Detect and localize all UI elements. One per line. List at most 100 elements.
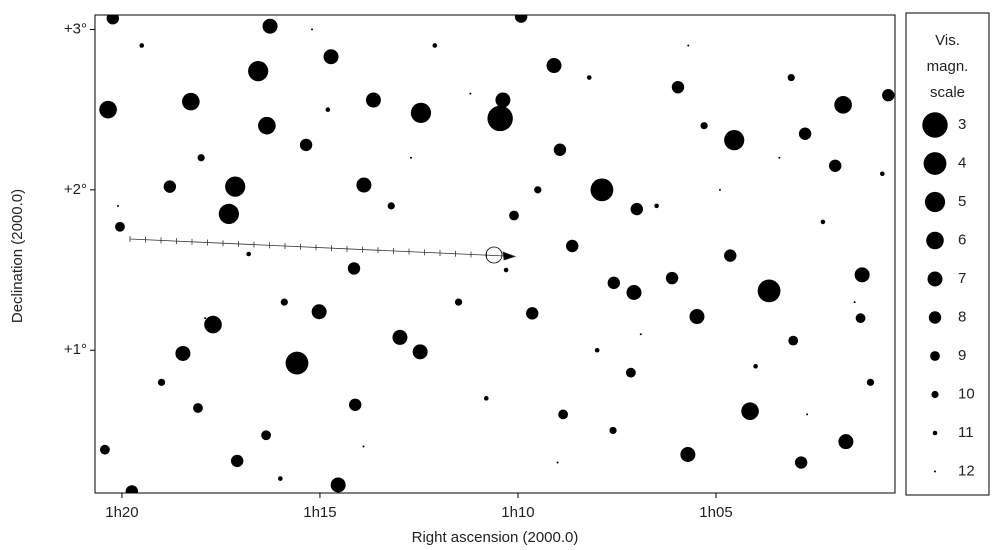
star: [323, 49, 339, 65]
star: [204, 317, 207, 320]
star: [230, 454, 244, 468]
star: [246, 251, 251, 257]
legend-marker: [934, 470, 936, 473]
star: [157, 378, 166, 386]
star: [626, 284, 642, 300]
star: [262, 18, 278, 34]
legend-marker: [927, 271, 943, 287]
y-tick-label: +2°: [64, 181, 87, 198]
star: [280, 298, 288, 306]
legend-marker: [932, 430, 938, 436]
legend-title: Vis. magn. scale: [926, 32, 969, 101]
legend-marker: [928, 311, 942, 324]
legend-label: 3: [958, 116, 966, 133]
star: [285, 351, 309, 375]
star: [469, 92, 472, 95]
star: [175, 345, 191, 361]
y-axis-title: Declination (2000.0): [9, 189, 26, 323]
star: [882, 89, 895, 102]
star: [854, 267, 870, 283]
star: [410, 102, 432, 123]
star: [225, 176, 246, 197]
legend-label: 6: [958, 231, 966, 248]
star: [778, 156, 781, 159]
star: [556, 461, 559, 464]
star: [590, 178, 614, 202]
star: [724, 130, 745, 151]
star: [798, 127, 812, 140]
star: [248, 61, 269, 82]
star: [820, 219, 826, 225]
star: [454, 298, 463, 306]
star: [546, 58, 562, 74]
legend-marker: [922, 112, 948, 138]
star: [387, 202, 395, 210]
star: [630, 202, 643, 216]
plot-frame: [94, 14, 896, 494]
legend-label: 10: [958, 385, 975, 402]
star: [609, 426, 617, 435]
star: [487, 105, 513, 132]
x-axis-title: Right ascension (2000.0): [412, 529, 579, 546]
x-tick-label: 1h20: [105, 504, 138, 521]
track: [129, 236, 517, 264]
legend-marker: [930, 351, 940, 361]
star: [687, 44, 690, 47]
star: [586, 75, 592, 80]
star: [163, 180, 177, 193]
star: [514, 15, 528, 23]
track-arrow: [502, 251, 517, 261]
star: [116, 204, 119, 207]
star: [410, 156, 413, 159]
star: [607, 276, 621, 290]
star: [218, 203, 239, 224]
star: [741, 402, 759, 420]
star: [193, 403, 203, 413]
star: [348, 398, 362, 411]
star: [680, 447, 696, 463]
stars: [99, 15, 895, 493]
star: [855, 313, 866, 324]
star: [526, 307, 539, 320]
star: [665, 271, 679, 285]
star: [483, 396, 489, 401]
legend-label: 5: [958, 193, 966, 210]
star: [639, 333, 642, 336]
star: [347, 262, 361, 275]
star: [365, 92, 381, 108]
star: [100, 444, 110, 455]
star: [311, 28, 314, 31]
star: [838, 434, 854, 450]
star: [197, 154, 205, 162]
star: [356, 177, 372, 193]
star: [724, 249, 737, 262]
star: [258, 116, 276, 135]
star: [594, 347, 600, 353]
legend-marker: [923, 152, 947, 175]
track-ticks: [129, 236, 487, 259]
star: [625, 367, 636, 378]
target-circle: [485, 246, 503, 264]
y-tick-label: +3°: [64, 20, 87, 37]
legend-title-box: Vis. magn. scale: [926, 32, 969, 101]
star: [325, 107, 331, 112]
star: [794, 456, 808, 469]
legend-label: 12: [958, 462, 975, 479]
star: [866, 378, 875, 386]
star: [553, 143, 567, 156]
track-line: [129, 238, 506, 257]
legend-marker: [926, 231, 944, 250]
star: [432, 43, 438, 48]
star: [495, 92, 511, 108]
star: [654, 203, 659, 209]
star: [566, 239, 579, 253]
y-tick-label: +1°: [64, 341, 87, 358]
star: [182, 92, 200, 111]
star: [278, 476, 283, 481]
legend-label: 9: [958, 347, 966, 364]
legend-marker: [924, 191, 946, 213]
star: [125, 485, 139, 493]
star: [330, 477, 346, 493]
